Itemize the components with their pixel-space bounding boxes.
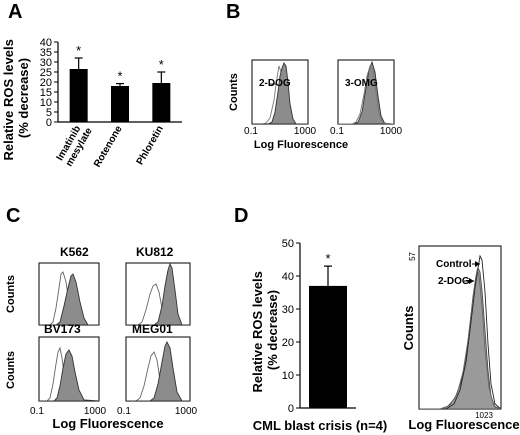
panel-a-ytick-label: 15 bbox=[40, 87, 52, 99]
panel-c-xtick-min-2: 0.1 bbox=[117, 406, 131, 417]
panel-a-category-label: Phloretin bbox=[135, 124, 166, 167]
panel-a-category-label: Rotenone bbox=[92, 124, 125, 170]
panel-a-significance-star: * bbox=[159, 57, 164, 72]
panel-d-label-control: Control bbox=[436, 259, 472, 270]
panel-a-ytick-label: 35 bbox=[40, 47, 52, 59]
panel-a-ytick-label: 25 bbox=[40, 67, 52, 79]
panel-c-xtick-max-1: 1000 bbox=[84, 406, 107, 417]
panel-c-xtick-max-2: 1000 bbox=[175, 406, 198, 417]
panel-a-ylabel-line2: (% decrease) bbox=[16, 58, 31, 138]
panel-d-ytick-label: 50 bbox=[282, 238, 294, 250]
panel-b-label-2dog: 2-DOG bbox=[259, 78, 291, 89]
panel-d-hist-ylabel: Counts bbox=[401, 306, 416, 351]
panel-d-hist-xlabel: Log Fluorescence bbox=[408, 417, 519, 432]
panel-b-ylabel: Counts bbox=[228, 73, 240, 111]
panel-d-category-label: CML blast crisis (n=4) bbox=[253, 418, 388, 433]
panel-a-ylabel-line1: Relative ROS levels bbox=[1, 39, 16, 160]
panel-d-ytick-label: 40 bbox=[282, 271, 294, 283]
panel-c-histogram-ku812: KU812 bbox=[125, 245, 191, 326]
panel-c-xtick-min-1: 0.1 bbox=[30, 406, 44, 417]
panel-d-xtick-max: 1023 bbox=[475, 411, 493, 420]
panel-a-significance-star: * bbox=[76, 43, 81, 58]
panel-d-ytick-max: 57 bbox=[408, 251, 417, 260]
panel-d-dog-outline bbox=[419, 269, 501, 409]
panel-d-dog-arrowhead bbox=[469, 278, 474, 284]
panel-c-ylabel-top: Counts bbox=[5, 275, 17, 313]
panel-d-bar bbox=[309, 285, 347, 408]
panel-b-xlabel: Log Fluorescence bbox=[254, 139, 348, 151]
panel-a-bar bbox=[111, 86, 129, 122]
panel-c-label-bv173: BV173 bbox=[44, 322, 81, 336]
panel-a-ytick-label: 30 bbox=[40, 57, 52, 69]
panel-c-histogram-meg01: MEG01 0.1 1000 bbox=[117, 322, 198, 417]
panel-c-ylabel-bottom: Counts bbox=[5, 351, 17, 389]
panel-letter-a: A bbox=[8, 1, 22, 23]
panel-d-bar-chart: 0 10 20 30 40 50 * CML blast crisis (n=4) bbox=[253, 238, 388, 433]
panel-a-category-label-line: Rotenone bbox=[92, 124, 125, 170]
panel-a-ytick-label: 10 bbox=[40, 97, 52, 109]
panel-c-treated-histogram-4 bbox=[126, 340, 190, 401]
panel-d-label-2dog: 2-DOG bbox=[438, 276, 470, 287]
panel-c-label-meg01: MEG01 bbox=[132, 322, 173, 336]
panel-letter-b: B bbox=[226, 1, 240, 23]
panel-a-ytick-label: 5 bbox=[46, 107, 52, 119]
panel-b-label-3omg: 3-OMG bbox=[345, 78, 378, 89]
panel-b-histogram-3omg: 3-OMG 0.1 1000 bbox=[330, 59, 403, 137]
panel-c-treated-histogram-2 bbox=[126, 263, 190, 325]
panel-b-xtick-max-2: 1000 bbox=[380, 126, 403, 137]
panel-a-category-label-line: Phloretin bbox=[135, 124, 166, 167]
panel-d-ylabel-line2: (% decrease) bbox=[265, 290, 280, 370]
panel-d-control-arrowhead bbox=[475, 261, 480, 267]
panel-a-ytick-label: 40 bbox=[40, 37, 52, 49]
panel-a-category-label: Imatinibmesylate bbox=[54, 120, 95, 168]
panel-b-histogram-2dog: 2-DOG 0.1 1000 bbox=[244, 59, 317, 137]
panel-b-xtick-max-1: 1000 bbox=[294, 126, 317, 137]
panel-c-plot-frame-2 bbox=[125, 262, 191, 326]
panel-c-xlabel: Log Fluorescence bbox=[52, 416, 163, 431]
panel-b-xtick-min-2: 0.1 bbox=[330, 126, 344, 137]
panel-d-significance-star: * bbox=[325, 251, 330, 266]
panel-a-bar bbox=[152, 83, 171, 122]
panel-a-significance-star: * bbox=[117, 69, 122, 84]
panel-a-ylabel: Relative ROS levels (% decrease) bbox=[1, 35, 31, 160]
panel-a-ytick-label: 20 bbox=[40, 77, 52, 89]
panel-c-histogram-bv173: BV173 0.1 1000 bbox=[30, 322, 107, 417]
panel-d-ytick-label: 20 bbox=[282, 337, 294, 349]
panel-c-treated-histogram-1 bbox=[39, 273, 99, 325]
panel-letter-d: D bbox=[234, 205, 248, 227]
panel-d-histogram: Control 2-DOG 57 1023 bbox=[408, 245, 502, 420]
panel-d-ylabel-line1: Relative ROS levels bbox=[250, 271, 265, 392]
panel-c-label-k562: K562 bbox=[60, 245, 89, 259]
panel-d-ytick-label: 30 bbox=[282, 304, 294, 316]
panel-letter-c: C bbox=[6, 205, 20, 227]
panel-c-label-ku812: KU812 bbox=[136, 245, 174, 259]
panel-a-ytick-label: 0 bbox=[46, 117, 52, 129]
panel-d-ytick-label: 0 bbox=[288, 403, 294, 415]
panel-b-treated-histogram-1 bbox=[252, 62, 308, 124]
panel-b-control-histogram-2 bbox=[338, 65, 394, 124]
panel-c-histogram-k562: K562 bbox=[38, 245, 100, 326]
panel-c-treated-histogram-3 bbox=[39, 349, 99, 401]
panel-a-bar bbox=[69, 69, 88, 122]
panel-d-ylabel: Relative ROS levels (% decrease) bbox=[250, 267, 280, 392]
panel-b-xtick-min-1: 0.1 bbox=[244, 126, 258, 137]
panel-d-ytick-label: 10 bbox=[282, 370, 294, 382]
panel-b-treated-histogram-2 bbox=[338, 60, 394, 124]
panel-d-control-histogram bbox=[419, 254, 501, 409]
